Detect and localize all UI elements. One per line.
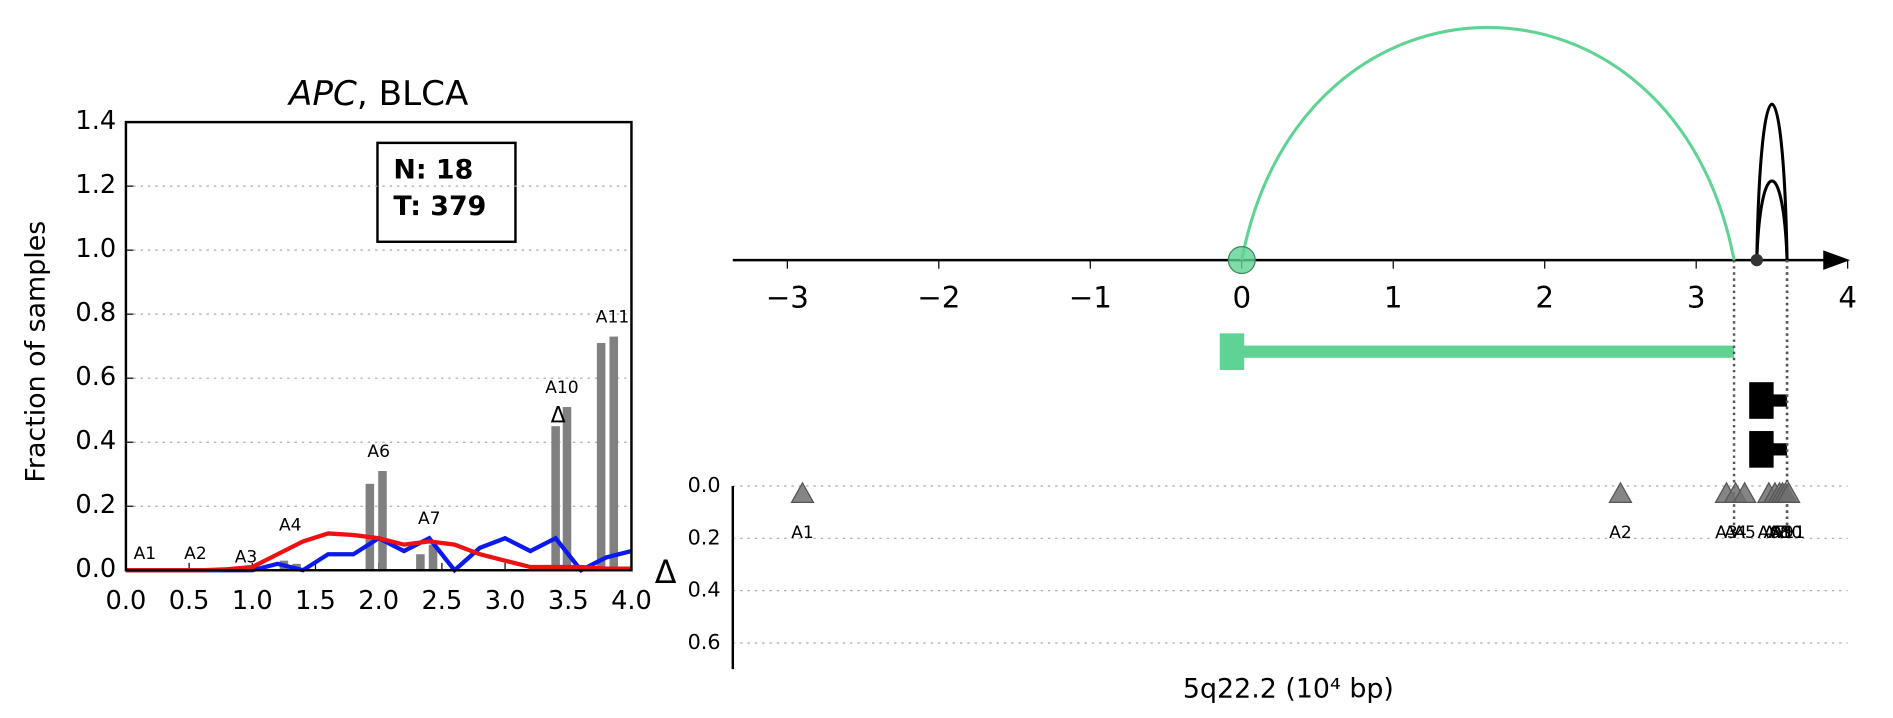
title-gene: APC (287, 74, 357, 114)
bar (365, 483, 375, 571)
plot-frame (124, 120, 633, 572)
y-tick-label: 1.0 (75, 234, 116, 264)
y-tick-label: 1.2 (75, 170, 116, 200)
bar (428, 544, 438, 571)
x-tick-label: 3.5 (548, 586, 589, 616)
y-tick-label: 0.0 (75, 554, 116, 584)
info-text: N: 18 (393, 154, 473, 185)
y-tick-label: 0.8 (75, 298, 116, 328)
y-tick-label: 0.6 (75, 362, 116, 392)
axis-arrow (1823, 250, 1851, 270)
annotation: Δ (551, 404, 566, 429)
chart-title: APC, BLCA (287, 74, 469, 114)
triangle-point (790, 481, 815, 504)
arc (1755, 103, 1789, 261)
x-axis-label: 5q22.2 (10⁴ bp) (1183, 673, 1394, 704)
x-tick-label: 0 (1232, 281, 1251, 315)
info-box (376, 141, 517, 243)
point-label: A9 (1771, 523, 1794, 543)
triangle-point (1608, 481, 1633, 504)
annotation: A2 (184, 544, 207, 564)
x-tick-label: 1.0 (232, 586, 273, 616)
annotation: A3 (235, 547, 258, 567)
y-tick-label: 0.4 (75, 426, 116, 456)
bar (596, 342, 606, 571)
bar (562, 406, 572, 571)
x-tick-label: 3.0 (485, 586, 526, 616)
x-tick-label: 2.0 (358, 586, 399, 616)
info-text: T: 379 (393, 191, 486, 222)
y-tick-label: 0.6 (688, 630, 721, 654)
annotation: A11 (596, 307, 629, 327)
arc (1240, 25, 1736, 261)
x-tick-label: −1 (1069, 281, 1112, 315)
arc-start (1227, 246, 1256, 275)
bar (609, 336, 619, 571)
arc-start (1750, 253, 1763, 267)
y-tick-label: 0.4 (688, 578, 721, 602)
triangle-point (1776, 481, 1801, 504)
transcript-start (1219, 333, 1245, 370)
x-tick-label: 4.0 (611, 586, 652, 616)
triangle-point (1732, 481, 1757, 504)
x-tick-label: 2 (1535, 281, 1554, 315)
transcript (1761, 443, 1788, 456)
x-tick-label: 4 (1838, 281, 1857, 315)
y-axis-label: Fraction of samples (20, 221, 51, 483)
point-label: A3 (1715, 523, 1738, 543)
y-tick-label: 0.2 (688, 525, 721, 549)
point-label: A5 (1733, 523, 1756, 543)
y-tick-label: 0.0 (688, 473, 721, 497)
x-tick-label: 1 (1384, 281, 1403, 315)
x-tick-label: −3 (766, 281, 809, 315)
point-label: A11 (1772, 523, 1805, 543)
point-label: A7 (1764, 523, 1787, 543)
annotation: A7 (418, 509, 441, 529)
point-label: A10 (1769, 523, 1802, 543)
point-label: A6 (1758, 523, 1781, 543)
title-rest: , BLCA (357, 74, 469, 114)
point-label: A1 (791, 523, 814, 543)
x-tick-label: 0.0 (106, 586, 147, 616)
transcript (1761, 394, 1788, 407)
annotation: A4 (279, 515, 302, 535)
x-tick-label: 3 (1687, 281, 1706, 315)
annotation: A1 (134, 544, 157, 564)
annotation: A6 (367, 442, 390, 462)
x-tick-label: −2 (917, 281, 960, 315)
x-tick-label: 0.5 (169, 586, 210, 616)
x-tick-label: 1.5 (295, 586, 336, 616)
bar (416, 554, 425, 571)
y-tick-label: 1.4 (75, 106, 116, 136)
bar (378, 471, 387, 571)
annotation: A10 (545, 378, 578, 398)
x-tick-label: 2.5 (422, 586, 463, 616)
transcript (1241, 345, 1735, 358)
arc (1755, 179, 1789, 261)
point-label: A2 (1609, 523, 1632, 543)
point-label: A4 (1724, 523, 1747, 543)
y-tick-label: 0.2 (75, 490, 116, 520)
y-axis-label: Δ (655, 555, 677, 591)
bar (551, 426, 560, 571)
point-label: A8 (1768, 523, 1791, 543)
